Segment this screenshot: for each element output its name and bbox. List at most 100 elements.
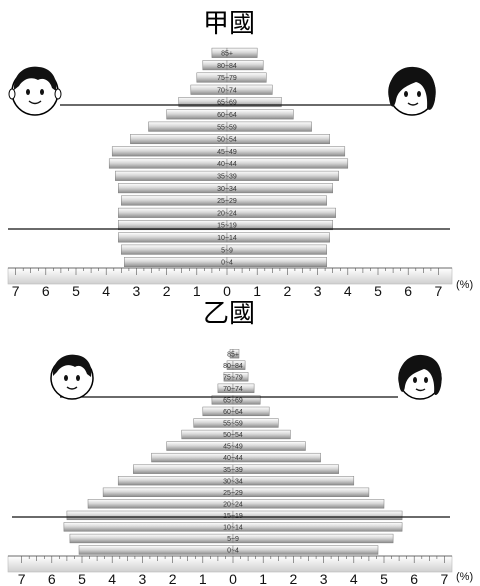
age-label: 70~74 xyxy=(223,386,243,393)
age-label: 55~59 xyxy=(223,421,243,428)
chart-title: 乙國 xyxy=(203,299,255,329)
bar-female-5~9 xyxy=(226,244,327,255)
axis-tick-label: 2 xyxy=(284,283,292,299)
bar-male-35~39 xyxy=(133,464,234,474)
bar-female-85+ xyxy=(232,349,240,359)
bar-male-20~24 xyxy=(87,499,234,509)
bar-female-55~59 xyxy=(226,121,312,132)
bar-female-0~4 xyxy=(232,545,379,555)
age-label: 25~29 xyxy=(223,490,243,497)
axis-tick-label: 7 xyxy=(12,283,20,299)
age-label: 20~24 xyxy=(217,210,237,217)
bar-female-85+ xyxy=(226,47,258,58)
bar-female-35~39 xyxy=(226,170,339,181)
axis-unit: (%) xyxy=(456,279,473,291)
age-label: 85+ xyxy=(227,351,239,358)
bar-male-40~44 xyxy=(151,452,234,463)
male-avatar-icon xyxy=(50,354,94,400)
axis-tick-label: 3 xyxy=(133,283,141,299)
axis-tick-label: 6 xyxy=(404,283,412,299)
axis-tick-label: 1 xyxy=(259,571,267,586)
bar-male-0~4 xyxy=(124,257,228,268)
bar-male-0~4 xyxy=(78,545,234,555)
age-label: 50~54 xyxy=(223,432,243,439)
bar-female-45~49 xyxy=(226,146,346,157)
axis-tick-label: 6 xyxy=(42,283,50,299)
bar-female-65~69 xyxy=(232,395,261,405)
bar-female-80~84 xyxy=(232,360,246,370)
axis-tick-label: 2 xyxy=(163,283,171,299)
bar-female-5~9 xyxy=(232,533,394,544)
age-label: 20~24 xyxy=(223,501,243,508)
age-label: 15~19 xyxy=(217,223,237,230)
bar-male-40~44 xyxy=(108,158,228,169)
age-label: 30~34 xyxy=(217,186,237,193)
bar-female-60~64 xyxy=(232,406,270,417)
axis-tick-label: 3 xyxy=(314,283,322,299)
bar-female-75~79 xyxy=(232,372,249,382)
axis-unit: (%) xyxy=(456,571,473,583)
bars-group xyxy=(63,349,403,555)
bars-group xyxy=(108,47,349,268)
age-label: 75~79 xyxy=(223,374,243,381)
age-label: 30~34 xyxy=(223,478,243,485)
bar-female-60~64 xyxy=(226,109,294,120)
bar-male-15~19 xyxy=(66,510,234,521)
bar-female-50~54 xyxy=(232,429,291,440)
male-avatar-icon xyxy=(8,66,62,116)
bar-female-50~54 xyxy=(226,134,330,145)
bar-male-30~34 xyxy=(118,183,228,194)
bar-female-25~29 xyxy=(232,487,370,497)
age-label: 5~9 xyxy=(221,247,233,254)
age-labels: 0~45~910~1415~1920~2425~2930~3435~3940~4… xyxy=(223,351,243,554)
age-label: 25~29 xyxy=(217,198,237,205)
age-label: 10~14 xyxy=(223,525,243,532)
axis-tick-label: 5 xyxy=(380,571,388,586)
bar-male-25~29 xyxy=(121,195,228,206)
age-label: 45~49 xyxy=(223,444,243,451)
x-axis: 7 6 5 4 3 2 1 0 1 2 3 4 5 6 7 xyxy=(7,267,453,299)
x-axis: 7 6 5 4 3 2 1 0 1 2 3 4 5 6 7 xyxy=(7,555,453,586)
age-label: 80~84 xyxy=(217,63,237,70)
bar-male-10~14 xyxy=(63,522,234,532)
age-label: 55~59 xyxy=(217,124,237,131)
bar-female-25~29 xyxy=(226,195,327,206)
axis-tick-label: 3 xyxy=(320,571,328,586)
bar-female-80~84 xyxy=(226,60,264,71)
bar-male-15~19 xyxy=(118,220,228,231)
axis-tick-label: 1 xyxy=(199,571,207,586)
bar-male-10~14 xyxy=(118,232,228,243)
axis-tick-label: 4 xyxy=(108,571,116,586)
axis-tick-label: 4 xyxy=(102,283,110,299)
bar-female-30~34 xyxy=(226,183,333,194)
bar-male-55~59 xyxy=(148,121,228,132)
bar-male-5~9 xyxy=(121,244,228,255)
age-label: 80~84 xyxy=(223,363,243,370)
age-label: 75~79 xyxy=(217,75,237,82)
age-label: 40~44 xyxy=(217,161,237,168)
age-label: 70~74 xyxy=(217,87,237,94)
bar-male-35~39 xyxy=(115,170,228,181)
bar-female-35~39 xyxy=(232,464,339,474)
axis-tick-label: 7 xyxy=(18,571,26,586)
bar-female-10~14 xyxy=(226,232,330,243)
bar-female-65~69 xyxy=(226,97,282,108)
axis-tick-label: 0 xyxy=(223,283,231,299)
bar-female-10~14 xyxy=(232,522,403,532)
female-avatar-icon xyxy=(398,354,442,400)
axis-tick-label: 2 xyxy=(290,571,298,586)
chart-country-yi: 乙國 0~45~910~1415~1920~2425~2930~3435~394… xyxy=(7,299,473,586)
chart-country-jia: 甲國 0~4 5~9 10~14 15~19 20~24 25~29 30~34 35~39 4… xyxy=(7,9,473,299)
bar-female-45~49 xyxy=(232,441,306,451)
bar-female-0~4 xyxy=(226,257,327,268)
bar-female-20~24 xyxy=(232,499,385,509)
age-label: 65~69 xyxy=(223,398,243,405)
axis-tick-label: 4 xyxy=(350,571,358,586)
age-label: 85+ xyxy=(221,51,233,58)
axis-tick-label: 7 xyxy=(441,571,449,586)
axis-tick-label: 1 xyxy=(253,283,261,299)
age-label: 10~14 xyxy=(217,235,237,242)
axis-tick-label: 6 xyxy=(48,571,56,586)
axis-tick-label: 6 xyxy=(410,571,418,586)
